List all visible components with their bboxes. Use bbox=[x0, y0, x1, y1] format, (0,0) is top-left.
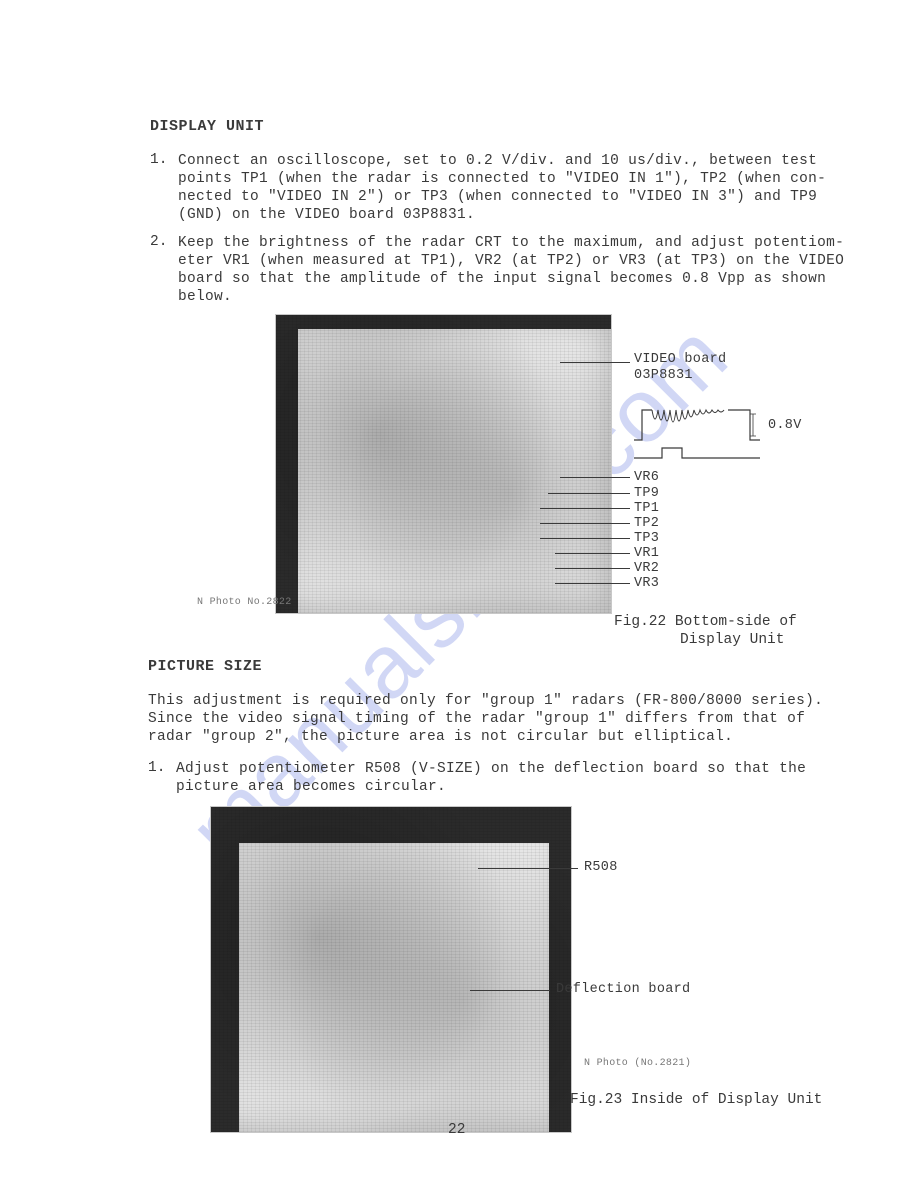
list-item-2-text: Keep the brightness of the radar CRT to … bbox=[178, 234, 844, 307]
picture-size-intro: This adjustment is required only for "gr… bbox=[148, 692, 823, 746]
signal-waveform-icon bbox=[632, 400, 772, 470]
list-number-2: 2. bbox=[150, 234, 167, 250]
callout-vr3: VR3 bbox=[634, 576, 659, 591]
signal-voltage-label: 0.8V bbox=[768, 418, 802, 433]
section-display-unit-title: DISPLAY UNIT bbox=[150, 118, 264, 135]
callout-tp2: TP2 bbox=[634, 516, 659, 531]
callout-video-board-l1: VIDEO board bbox=[634, 352, 726, 367]
picture-size-list-item-1: Adjust potentiometer R508 (V-SIZE) on th… bbox=[176, 760, 806, 796]
callout-vr6: VR6 bbox=[634, 470, 659, 485]
page-number: 22 bbox=[448, 1122, 465, 1138]
fig23-photo-note: N Photo (No.2821) bbox=[584, 1058, 691, 1069]
fig23-caption: Fig.23 Inside of Display Unit bbox=[570, 1092, 822, 1108]
callout-tp3: TP3 bbox=[634, 531, 659, 546]
fig22-photo-note: N Photo No.2822 bbox=[197, 597, 292, 608]
figure-22-photo bbox=[275, 314, 612, 614]
callout-r508: R508 bbox=[584, 860, 618, 875]
callout-video-board-l2: 03P8831 bbox=[634, 368, 693, 383]
callout-tp9: TP9 bbox=[634, 486, 659, 501]
picture-size-list-number-1: 1. bbox=[148, 760, 165, 776]
list-number-1: 1. bbox=[150, 152, 167, 168]
callout-deflection-board: Deflection board bbox=[556, 982, 690, 997]
fig22-caption-line2: Display Unit bbox=[680, 632, 784, 648]
list-item-1-text: Connect an oscilloscope, set to 0.2 V/di… bbox=[178, 152, 826, 225]
callout-vr2: VR2 bbox=[634, 561, 659, 576]
callout-tp1: TP1 bbox=[634, 501, 659, 516]
fig22-caption-line1: Fig.22 Bottom-side of bbox=[614, 614, 797, 630]
figure-23-photo bbox=[210, 806, 572, 1133]
callout-vr1: VR1 bbox=[634, 546, 659, 561]
section-picture-size-title: PICTURE SIZE bbox=[148, 658, 262, 675]
